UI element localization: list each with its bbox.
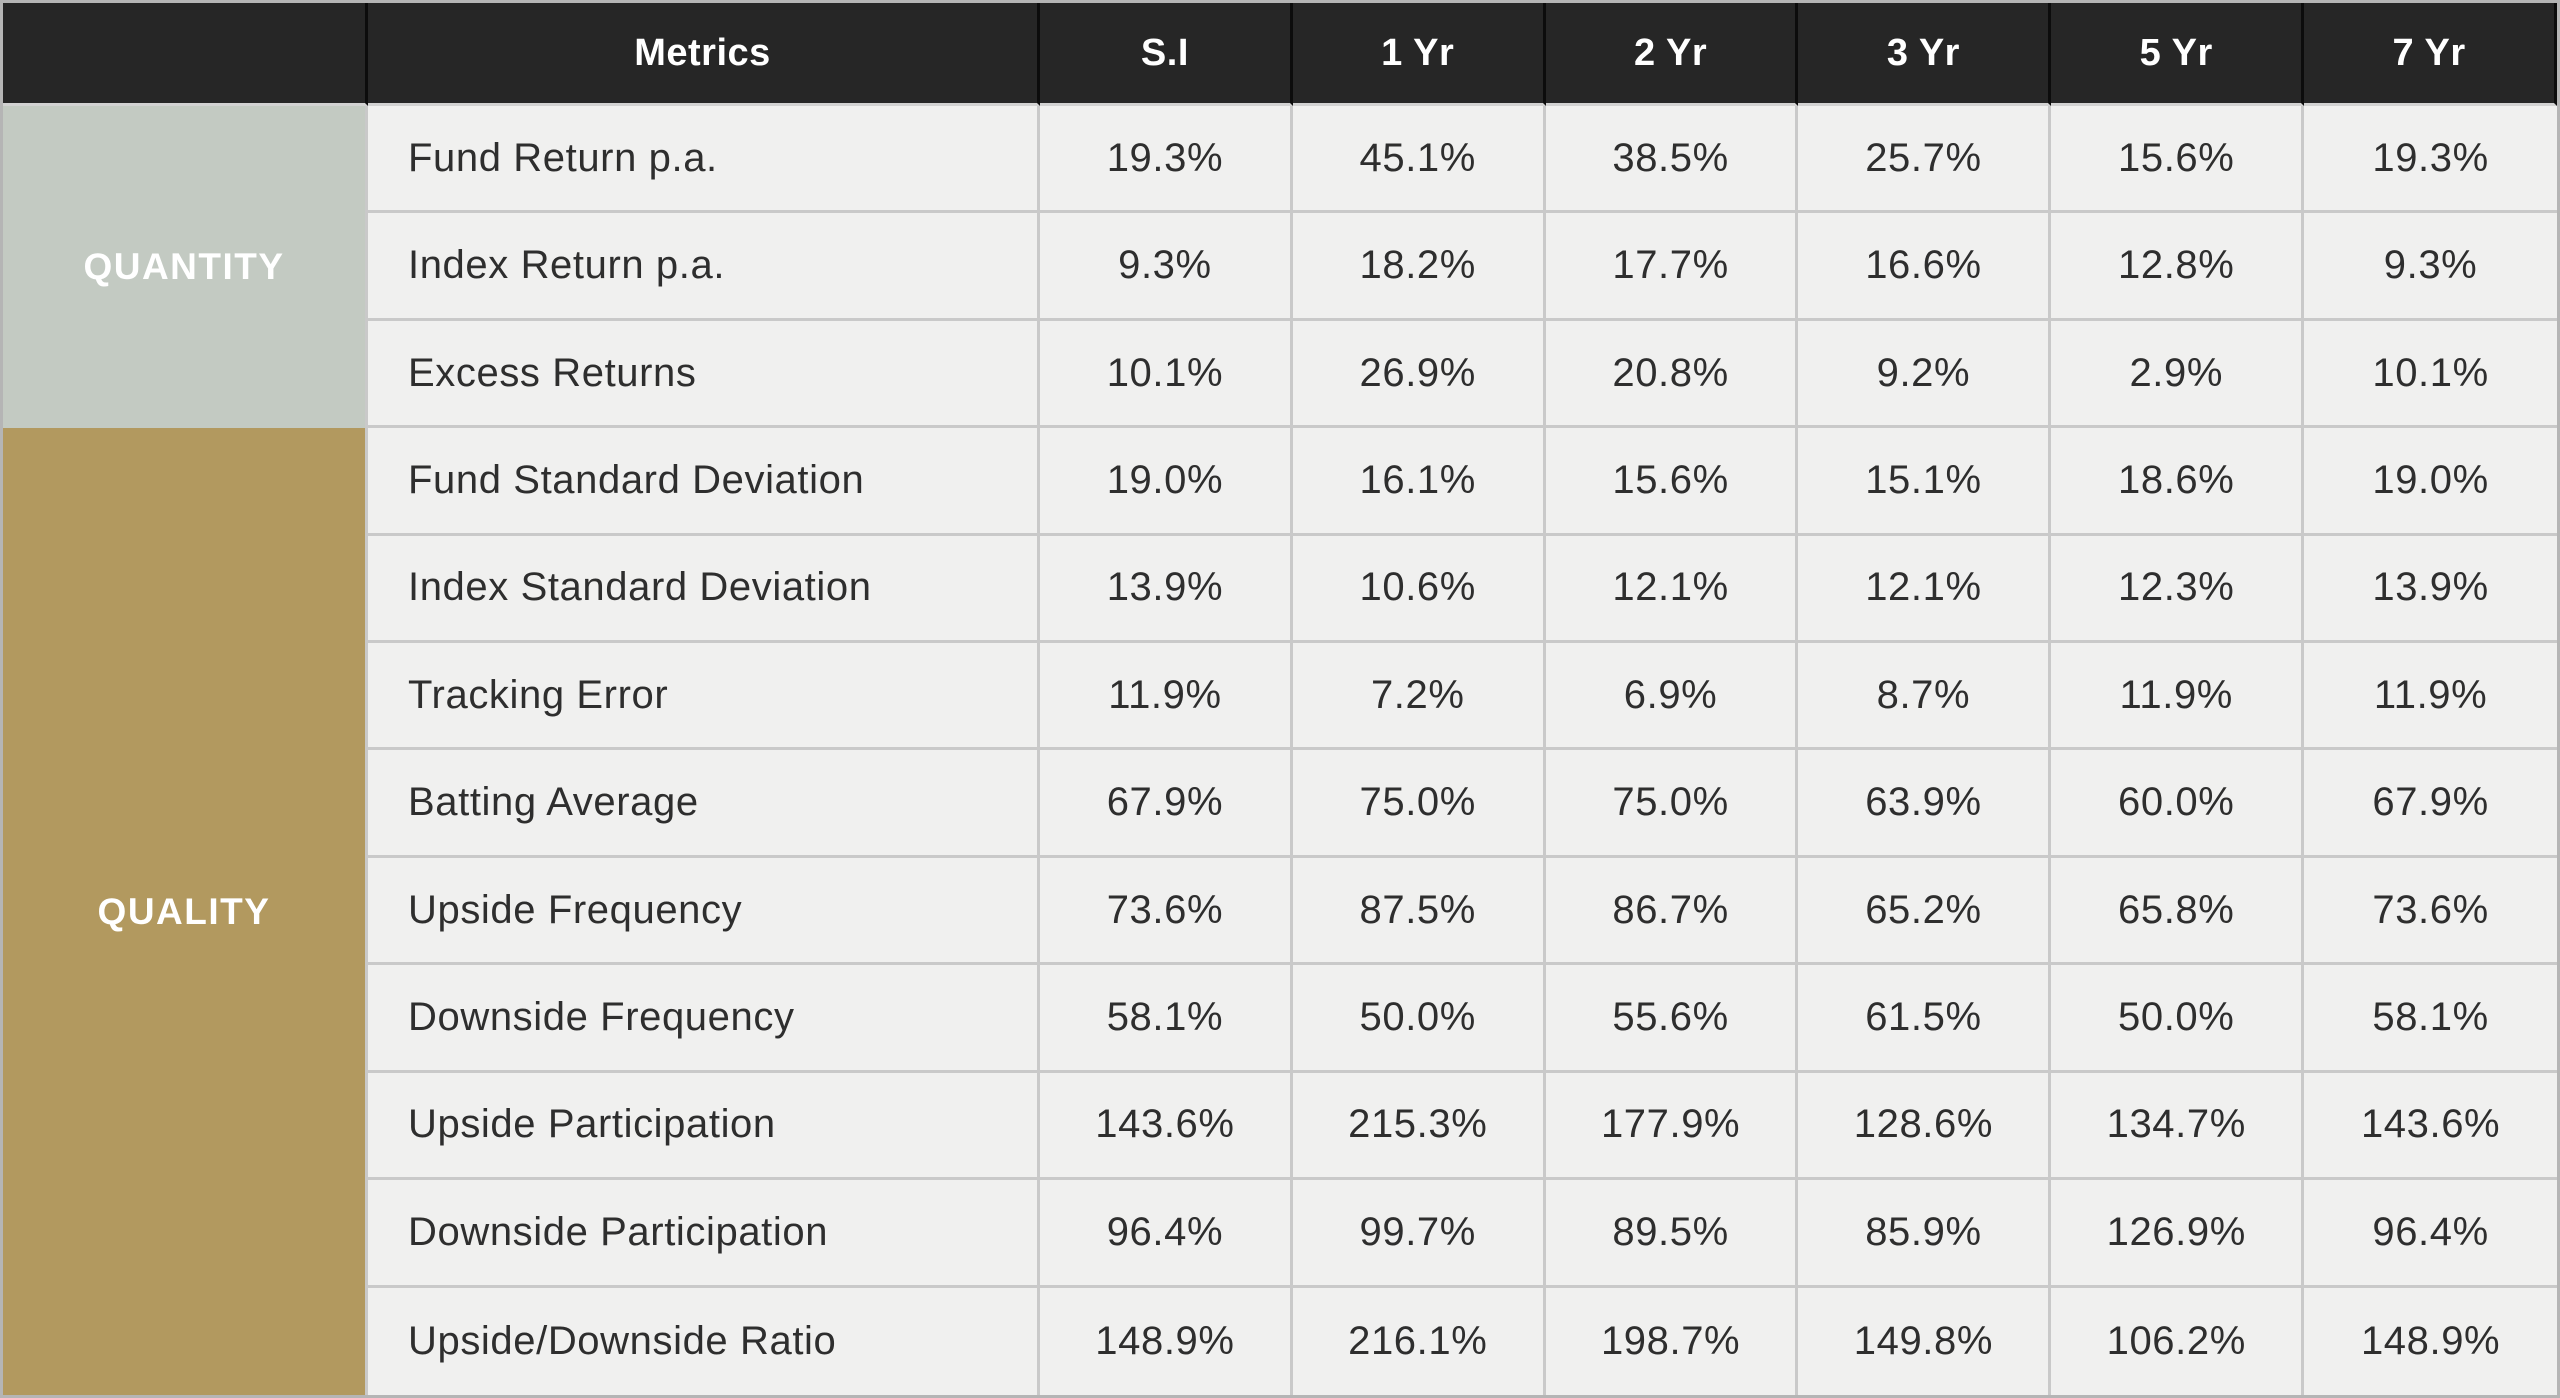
metric-value: 6.9%	[1545, 643, 1799, 751]
metric-value: 198.7%	[1545, 1287, 1799, 1395]
metric-value: 18.6%	[2051, 428, 2305, 536]
metric-value: 216.1%	[1292, 1287, 1546, 1395]
metric-value: 19.3%	[2304, 106, 2557, 214]
metric-value: 8.7%	[1798, 643, 2052, 751]
metric-value: 75.0%	[1545, 750, 1799, 858]
metric-value: 65.2%	[1798, 857, 2052, 966]
column-header-3yr: 3 Yr	[1798, 3, 2052, 106]
metric-value: 15.6%	[2051, 106, 2305, 214]
metric-value: 16.1%	[1292, 428, 1546, 536]
metric-label: Excess Returns	[368, 320, 1040, 429]
metric-value: 11.9%	[2051, 643, 2305, 751]
metric-label: Index Return p.a.	[368, 213, 1040, 321]
metric-label: Upside/Downside Ratio	[368, 1287, 1040, 1395]
metric-value: 65.8%	[2051, 857, 2305, 966]
metric-value: 20.8%	[1545, 320, 1799, 429]
metric-value: 99.7%	[1292, 1180, 1546, 1288]
metric-label: Fund Standard Deviation	[368, 428, 1040, 536]
metric-label: Index Standard Deviation	[368, 535, 1040, 644]
metric-value: 12.1%	[1798, 535, 2052, 644]
metric-value: 16.6%	[1798, 213, 2052, 321]
metric-value: 67.9%	[2304, 750, 2557, 858]
metric-value: 149.8%	[1798, 1287, 2052, 1395]
metric-value: 128.6%	[1798, 1072, 2052, 1181]
metric-value: 9.3%	[1040, 213, 1293, 321]
column-header-metrics: Metrics	[368, 3, 1040, 106]
metric-value: 10.1%	[1040, 320, 1293, 429]
metric-value: 148.9%	[2304, 1287, 2557, 1395]
metric-value: 50.0%	[1292, 965, 1546, 1073]
metric-value: 9.3%	[2304, 213, 2557, 321]
metric-value: 26.9%	[1292, 320, 1546, 429]
metric-value: 60.0%	[2051, 750, 2305, 858]
metric-value: 19.0%	[1040, 428, 1293, 536]
metric-value: 19.3%	[1040, 106, 1293, 214]
metric-value: 18.2%	[1292, 213, 1546, 321]
metric-label: Downside Participation	[368, 1180, 1040, 1288]
metric-value: 148.9%	[1040, 1287, 1293, 1395]
metric-value: 12.1%	[1545, 535, 1799, 644]
row-group-label-quality: QUALITY	[3, 428, 368, 1395]
metric-value: 12.8%	[2051, 213, 2305, 321]
metric-label: Fund Return p.a.	[368, 106, 1040, 214]
metric-value: 73.6%	[2304, 857, 2557, 966]
metric-value: 10.1%	[2304, 320, 2557, 429]
metric-value: 58.1%	[1040, 965, 1293, 1073]
metric-value: 85.9%	[1798, 1180, 2052, 1288]
metric-value: 15.6%	[1545, 428, 1799, 536]
metric-value: 87.5%	[1292, 857, 1546, 966]
column-header-5yr: 5 Yr	[2051, 3, 2305, 106]
metric-value: 143.6%	[1040, 1072, 1293, 1181]
metric-value: 73.6%	[1040, 857, 1293, 966]
row-group-label-quantity: QUANTITY	[3, 106, 368, 429]
metric-label: Batting Average	[368, 750, 1040, 858]
metric-value: 61.5%	[1798, 965, 2052, 1073]
metric-value: 55.6%	[1545, 965, 1799, 1073]
metric-value: 25.7%	[1798, 106, 2052, 214]
metric-label: Downside Frequency	[368, 965, 1040, 1073]
column-header-si: S.I	[1040, 3, 1293, 106]
metric-value: 126.9%	[2051, 1180, 2305, 1288]
metric-value: 96.4%	[2304, 1180, 2557, 1288]
metric-label: Tracking Error	[368, 643, 1040, 751]
metric-value: 134.7%	[2051, 1072, 2305, 1181]
corner-cell	[3, 3, 368, 106]
metric-value: 10.6%	[1292, 535, 1546, 644]
metric-value: 19.0%	[2304, 428, 2557, 536]
metric-value: 12.3%	[2051, 535, 2305, 644]
metric-value: 67.9%	[1040, 750, 1293, 858]
metric-value: 2.9%	[2051, 320, 2305, 429]
metric-value: 13.9%	[1040, 535, 1293, 644]
metric-value: 143.6%	[2304, 1072, 2557, 1181]
metric-value: 45.1%	[1292, 106, 1546, 214]
metric-value: 58.1%	[2304, 965, 2557, 1073]
metric-label: Upside Frequency	[368, 857, 1040, 966]
metric-value: 50.0%	[2051, 965, 2305, 1073]
metric-value: 9.2%	[1798, 320, 2052, 429]
metric-value: 96.4%	[1040, 1180, 1293, 1288]
column-header-2yr: 2 Yr	[1545, 3, 1799, 106]
metric-value: 11.9%	[2304, 643, 2557, 751]
metric-value: 89.5%	[1545, 1180, 1799, 1288]
metric-value: 75.0%	[1292, 750, 1546, 858]
metric-value: 106.2%	[2051, 1287, 2305, 1395]
column-header-1yr: 1 Yr	[1292, 3, 1546, 106]
metric-value: 63.9%	[1798, 750, 2052, 858]
metric-value: 38.5%	[1545, 106, 1799, 214]
metric-value: 13.9%	[2304, 535, 2557, 644]
metric-value: 86.7%	[1545, 857, 1799, 966]
metric-value: 15.1%	[1798, 428, 2052, 536]
metric-value: 17.7%	[1545, 213, 1799, 321]
metric-value: 177.9%	[1545, 1072, 1799, 1181]
metric-value: 215.3%	[1292, 1072, 1546, 1181]
metric-value: 11.9%	[1040, 643, 1293, 751]
metric-label: Upside Participation	[368, 1072, 1040, 1181]
metric-value: 7.2%	[1292, 643, 1546, 751]
metrics-table: Metrics S.I 1 Yr 2 Yr 3 Yr 5 Yr 7 Yr QUA…	[3, 3, 2557, 1395]
column-header-7yr: 7 Yr	[2304, 3, 2557, 106]
